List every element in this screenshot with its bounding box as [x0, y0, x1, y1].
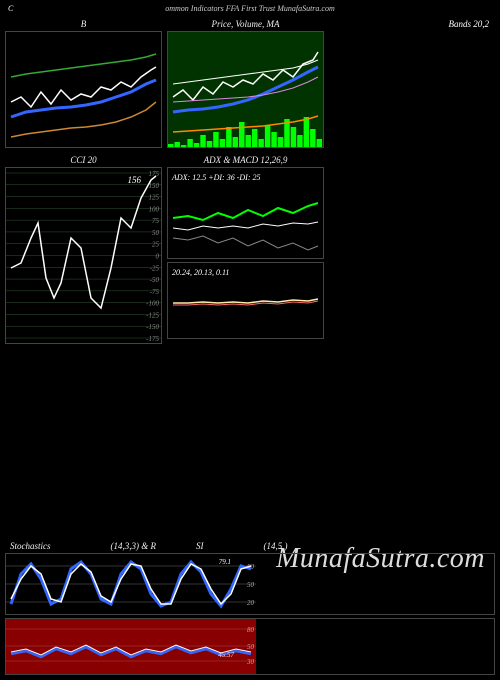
- header-center: ommon Indicators FFA First Trust MunafaS…: [0, 0, 500, 17]
- chart-macd: 20.24, 20.13, 0.11: [167, 262, 324, 339]
- svg-text:50: 50: [247, 643, 255, 651]
- svg-text:20.24, 20.13, 0.11: 20.24, 20.13, 0.11: [172, 268, 229, 277]
- stoch-label2: (14,3,3) & R: [111, 541, 157, 551]
- stoch-title-row: Stochastics (14,3,3) & R SI (14,5 ): [0, 539, 500, 553]
- top-row: B Price, Volume, MA Bands 20,2: [0, 17, 500, 148]
- svg-text:-150: -150: [146, 323, 159, 331]
- svg-text:-125: -125: [146, 311, 159, 319]
- svg-text:25: 25: [152, 241, 160, 249]
- svg-text:79.1: 79.1: [219, 558, 231, 566]
- chart-price-title: Price, Volume, MA: [167, 17, 324, 31]
- mid-row: CCI 20 1751501251007550250-25-50-75-100-…: [0, 153, 500, 344]
- svg-text:-100: -100: [146, 300, 159, 308]
- chart-cci-container: CCI 20 1751501251007550250-25-50-75-100-…: [5, 153, 162, 344]
- chart-b-title: B: [5, 17, 162, 31]
- stoch-label4: (14,5 ): [264, 541, 288, 551]
- svg-text:-75: -75: [150, 288, 160, 296]
- svg-text:0: 0: [156, 253, 160, 261]
- svg-text:50: 50: [152, 229, 160, 237]
- chart-price-container: Price, Volume, MA: [167, 17, 324, 148]
- svg-text:-175: -175: [146, 335, 159, 343]
- svg-text:-25: -25: [150, 264, 160, 272]
- stoch-label1: Stochastics: [10, 541, 51, 551]
- chart-b-container: B: [5, 17, 162, 148]
- chart-adx: ADX: 12.5 +DI: 36 -DI: 25: [167, 167, 324, 259]
- bands-title: Bands 20,2: [329, 17, 495, 148]
- chart-cci-title: CCI 20: [5, 153, 162, 167]
- chart-stoch: 80502079.1: [5, 553, 495, 615]
- svg-text:-50: -50: [150, 276, 160, 284]
- stoch-label3: SI: [196, 541, 204, 551]
- svg-text:80: 80: [247, 626, 255, 634]
- chart-adx-macd-container: ADX & MACD 12,26,9 ADX: 12.5 +DI: 36 -DI…: [167, 153, 324, 344]
- svg-text:50: 50: [247, 581, 255, 589]
- svg-text:30: 30: [246, 658, 255, 666]
- svg-text:20: 20: [247, 599, 255, 607]
- svg-text:75: 75: [152, 217, 160, 225]
- chart-price: [167, 31, 324, 148]
- header-left: C: [8, 4, 13, 13]
- chart-cci: 1751501251007550250-25-50-75-100-125-150…: [5, 167, 162, 344]
- chart-rsi: 80 50 30 45.57: [5, 618, 495, 675]
- svg-text:100: 100: [149, 205, 160, 213]
- svg-text:125: 125: [149, 194, 160, 202]
- chart-b: [5, 31, 162, 148]
- chart-adx-title: ADX & MACD 12,26,9: [167, 153, 324, 167]
- svg-text:156: 156: [128, 175, 142, 185]
- stoch-section: Stochastics (14,3,3) & R SI (14,5 ) 80 50…: [0, 539, 500, 680]
- svg-text:45.57: 45.57: [218, 651, 234, 659]
- svg-text:ADX: 12.5 +DI: 36 -DI: 25: ADX: 12.5 +DI: 36 -DI: 25: [171, 173, 261, 182]
